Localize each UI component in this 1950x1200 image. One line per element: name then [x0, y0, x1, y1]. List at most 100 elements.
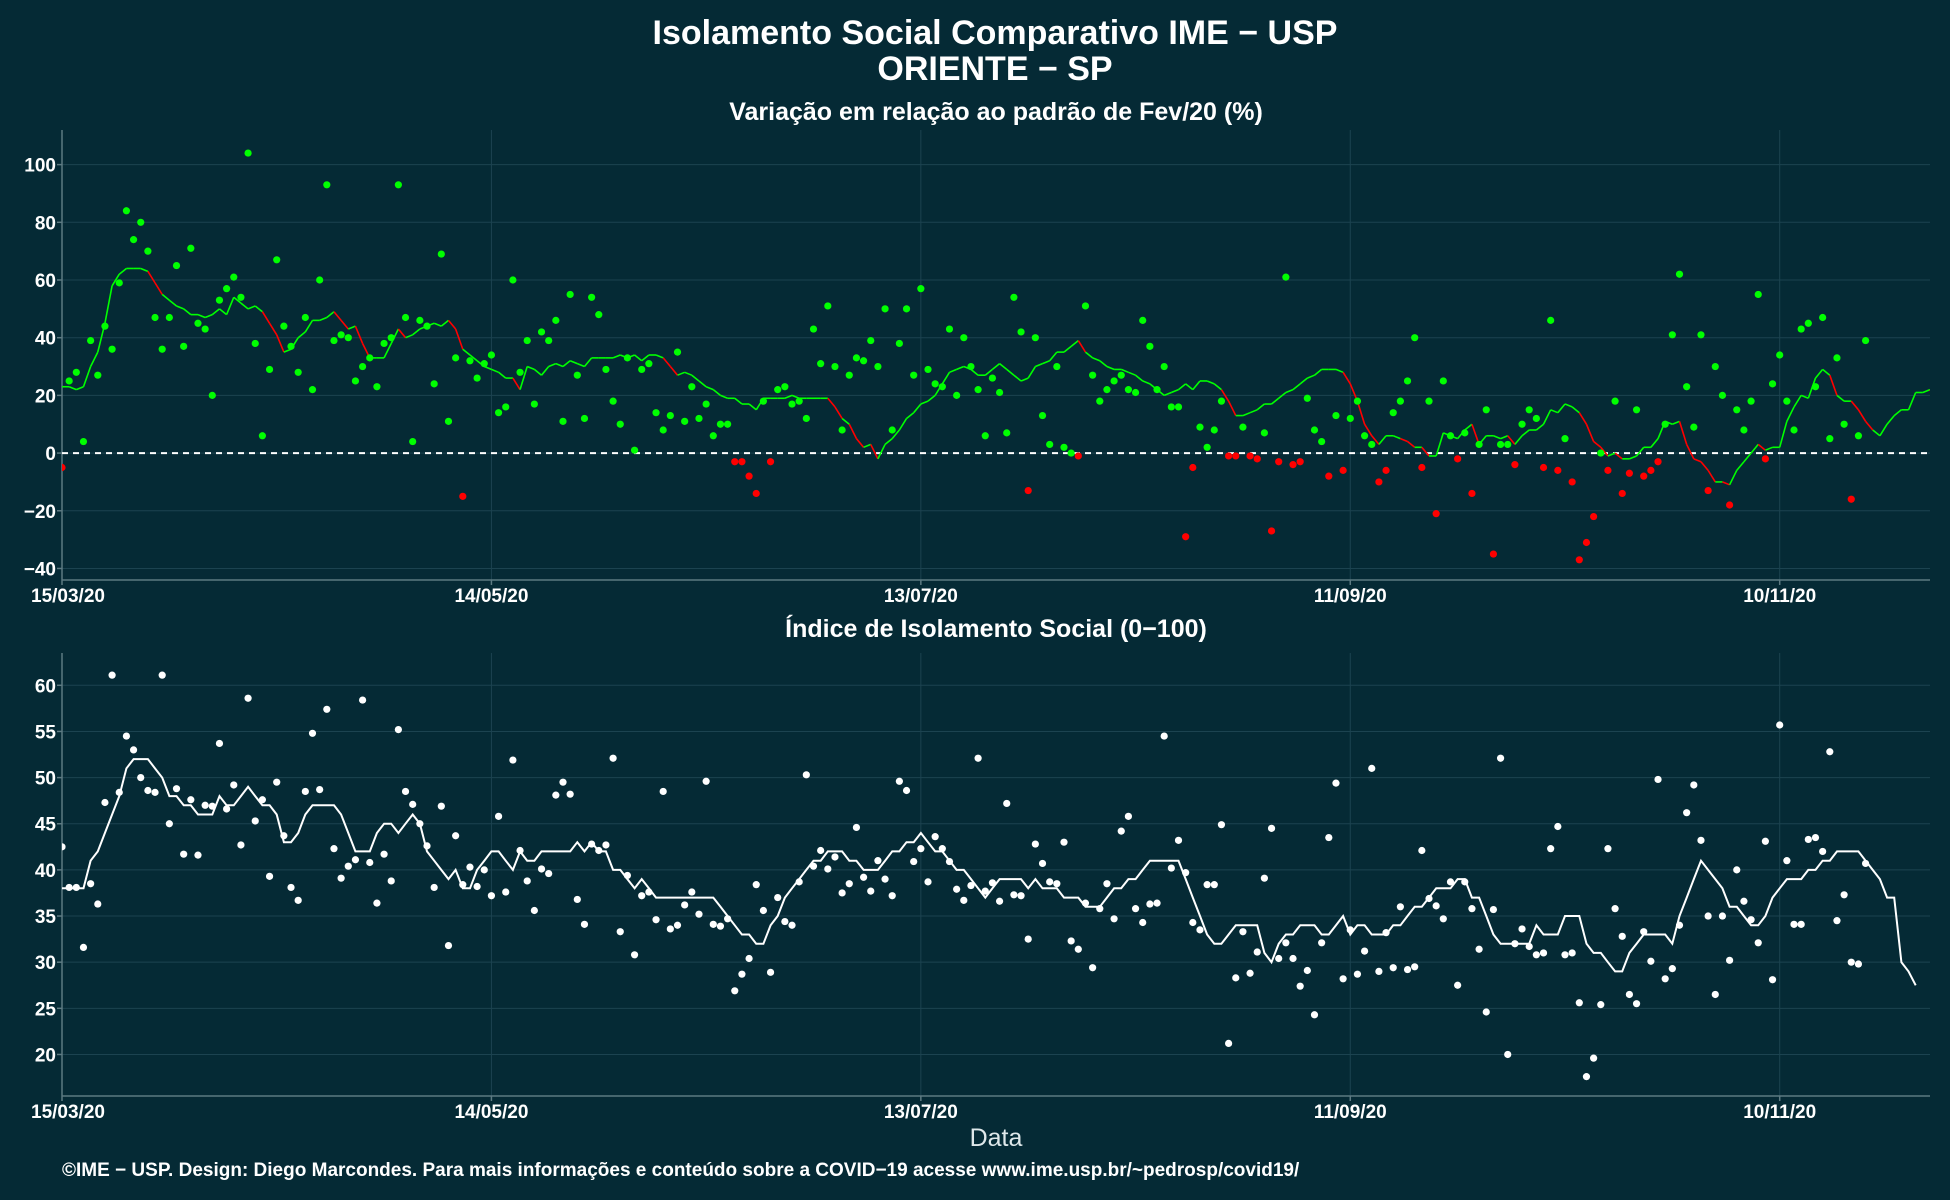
data-point [1131, 388, 1140, 397]
data-point [151, 788, 159, 796]
data-point [1847, 495, 1855, 503]
data-point [681, 901, 689, 909]
data-point [1826, 435, 1834, 443]
data-point [630, 951, 639, 959]
data-point [1597, 449, 1605, 457]
data-point [910, 371, 918, 379]
data-point [1525, 942, 1533, 951]
data-point [1446, 432, 1455, 440]
data-point [1425, 894, 1433, 903]
y-tick-label: 55 [35, 722, 57, 743]
data-point [609, 397, 617, 405]
data-point [1597, 1001, 1605, 1009]
moving-average-segment [1092, 357, 1101, 362]
data-point [294, 896, 302, 904]
data-point [1690, 423, 1698, 431]
moving-average-segment [677, 371, 685, 376]
moving-average-segment [1242, 411, 1251, 417]
chart-title-line1: Isolamento Social Comparativo IME − USP [653, 14, 1338, 52]
data-point [616, 420, 624, 428]
data-point [988, 374, 997, 382]
data-point [244, 149, 252, 157]
data-point [981, 432, 989, 440]
data-point [1661, 420, 1669, 428]
data-point [1783, 397, 1791, 405]
data-point [566, 290, 574, 299]
moving-average-segment [569, 360, 578, 365]
moving-average-segment [1707, 469, 1716, 483]
data-point [194, 319, 202, 327]
moving-average-segment [1213, 383, 1222, 391]
y-tick-label: 100 [24, 156, 56, 177]
data-point [1618, 932, 1626, 940]
data-point [738, 970, 746, 978]
data-point [588, 840, 596, 848]
data-point [1632, 1000, 1641, 1008]
moving-average-segment [1542, 409, 1552, 425]
data-point [530, 400, 538, 408]
data-point [1783, 857, 1791, 865]
data-point [1081, 899, 1090, 907]
moving-average-segment [1106, 365, 1115, 371]
data-point [1296, 982, 1304, 990]
data-point [151, 313, 159, 322]
data-point [1160, 732, 1168, 740]
data-point [953, 885, 961, 893]
data-point [444, 941, 453, 950]
moving-average-segment [197, 313, 206, 319]
data-point [258, 796, 266, 804]
data-point [695, 910, 703, 918]
data-point [1811, 383, 1820, 391]
data-point [824, 302, 832, 310]
moving-average-segment [1292, 383, 1301, 391]
moving-average-segment [1571, 406, 1580, 414]
data-point [645, 888, 653, 896]
moving-average-segment [941, 371, 951, 385]
moving-average-segment [1142, 380, 1151, 385]
moving-average-segment [1178, 383, 1187, 391]
moving-average-segment [1299, 377, 1308, 385]
moving-average-segment [827, 397, 836, 408]
data-point [1282, 939, 1290, 947]
data-point [237, 293, 245, 301]
data-point [716, 420, 725, 428]
data-point [1139, 316, 1147, 324]
data-point [1289, 461, 1297, 469]
data-point [1475, 440, 1483, 449]
data-point [580, 414, 589, 423]
data-point [230, 273, 238, 281]
data-point [666, 925, 674, 933]
y-tick-label: 0 [45, 444, 56, 465]
moving-average-segment [1907, 392, 1917, 411]
data-point [494, 812, 503, 820]
data-point [380, 339, 388, 348]
data-point [208, 802, 216, 810]
moving-average-segment [447, 319, 457, 330]
data-point [1074, 452, 1082, 460]
moving-average-segment [1135, 374, 1144, 382]
moving-average-line [62, 758, 1917, 986]
moving-average-segment [1550, 409, 1559, 414]
moving-average-segment [577, 362, 585, 368]
moving-average-segment [1857, 409, 1867, 422]
data-point [265, 365, 274, 374]
data-point [1010, 891, 1018, 899]
moving-average-segment [147, 270, 156, 284]
data-point [1203, 443, 1211, 451]
data-point [423, 842, 431, 850]
data-point [1797, 325, 1805, 333]
data-point [838, 889, 846, 897]
data-point [1368, 440, 1376, 449]
data-point [187, 244, 195, 252]
moving-average-segment [1793, 394, 1802, 408]
index-panel: Índice de Isolamento Social (0−100) 20 25 3… [31, 614, 1930, 1152]
data-point [308, 386, 317, 394]
data-point [802, 771, 810, 779]
data-point [852, 354, 861, 362]
data-point [1196, 926, 1204, 934]
data-point [172, 261, 181, 270]
moving-average-segment [1500, 435, 1509, 440]
data-point [1718, 391, 1727, 399]
data-point [809, 862, 818, 870]
moving-average-segment [1750, 443, 1759, 454]
